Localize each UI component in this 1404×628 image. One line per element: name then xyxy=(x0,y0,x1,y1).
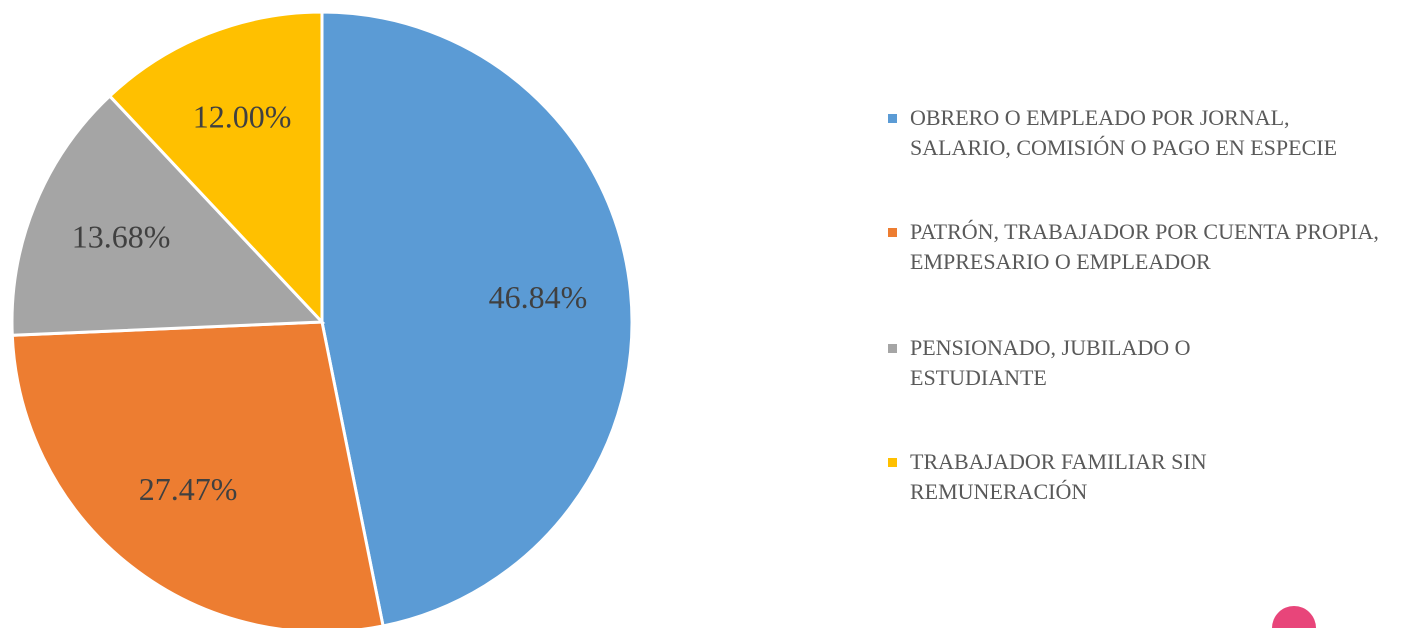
legend-swatch xyxy=(888,114,897,123)
data-label: 13.68% xyxy=(72,218,171,254)
legend-label: PATRÓN, TRABAJADOR POR CUENTA PROPIA, EM… xyxy=(910,219,1379,274)
legend-item: OBRERO O EMPLEADO POR JORNAL, SALARIO, C… xyxy=(888,103,1390,163)
legend-item: PATRÓN, TRABAJADOR POR CUENTA PROPIA, EM… xyxy=(888,217,1404,277)
legend-swatch xyxy=(888,228,897,237)
decoration xyxy=(1272,606,1316,628)
legend-swatch xyxy=(888,344,897,353)
legend-label: OBRERO O EMPLEADO POR JORNAL, SALARIO, C… xyxy=(910,105,1338,160)
legend-label: PENSIONADO, JUBILADO O ESTUDIANTE xyxy=(910,335,1191,390)
pie-slice xyxy=(10,93,326,337)
legend-label: TRABAJADOR FAMILIAR SIN REMUNERACIÓN xyxy=(910,449,1207,504)
legend-item: PENSIONADO, JUBILADO O ESTUDIANTE xyxy=(888,333,1270,393)
data-label: 12.00% xyxy=(193,99,292,135)
data-label: 46.84% xyxy=(489,279,588,315)
pie-slice xyxy=(10,320,385,628)
data-label: 27.47% xyxy=(139,471,238,507)
pie-slice xyxy=(320,10,634,628)
pie-slice xyxy=(107,10,324,326)
legend-swatch xyxy=(888,458,897,467)
legend-item: TRABAJADOR FAMILIAR SIN REMUNERACIÓN xyxy=(888,447,1310,507)
